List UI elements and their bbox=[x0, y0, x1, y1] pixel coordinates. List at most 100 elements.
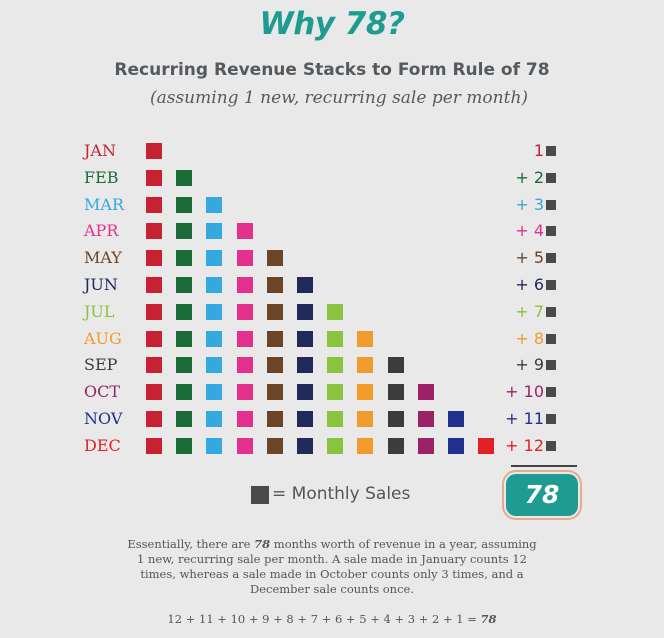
sale-square bbox=[478, 437, 495, 454]
sale-square bbox=[146, 303, 162, 320]
count-square-icon bbox=[546, 280, 556, 290]
count-square-icon bbox=[546, 172, 556, 183]
sale-square bbox=[266, 330, 283, 347]
sale-square bbox=[146, 169, 162, 186]
count-square-icon bbox=[546, 440, 556, 451]
total-divider bbox=[511, 465, 577, 467]
month-count-oct: + 10 bbox=[505, 382, 544, 402]
count-square-icon bbox=[546, 226, 556, 237]
assumption-note: (assuming 1 new, recurring sale per mont… bbox=[149, 88, 529, 108]
sale-square bbox=[236, 411, 253, 427]
sale-square bbox=[206, 330, 223, 347]
sale-square bbox=[146, 143, 162, 159]
month-count-apr: + 4 bbox=[515, 221, 544, 241]
count-square-icon bbox=[546, 414, 556, 424]
sale-square bbox=[236, 384, 253, 401]
sale-square bbox=[176, 437, 193, 454]
sale-square bbox=[327, 384, 344, 401]
sale-square bbox=[266, 411, 283, 427]
sale-square bbox=[206, 250, 223, 267]
explanation-after: months worth of revenue in a year, assum… bbox=[137, 537, 537, 596]
sale-square bbox=[417, 384, 434, 401]
month-count-jul: + 7 bbox=[515, 301, 544, 321]
total-badge: 78 bbox=[506, 474, 578, 516]
month-label-apr: APR bbox=[84, 221, 119, 241]
sale-square bbox=[176, 357, 193, 374]
sale-square bbox=[206, 223, 223, 240]
sale-square bbox=[146, 411, 162, 427]
sale-square bbox=[266, 437, 283, 454]
sale-square bbox=[417, 437, 434, 454]
sale-square bbox=[146, 437, 162, 454]
sale-square bbox=[357, 437, 374, 454]
month-label-feb: FEB bbox=[84, 167, 119, 187]
sale-square bbox=[297, 437, 313, 454]
month-label-nov: NOV bbox=[84, 409, 123, 428]
sale-square bbox=[297, 384, 313, 401]
count-square-icon bbox=[546, 387, 556, 398]
month-label-aug: AUG bbox=[84, 328, 122, 348]
sale-square bbox=[146, 357, 162, 374]
sale-square bbox=[206, 437, 223, 454]
sale-square bbox=[236, 330, 253, 347]
explanation-before: Essentially, there are bbox=[127, 537, 255, 551]
month-count-feb: + 2 bbox=[515, 167, 544, 187]
month-count-mar: + 3 bbox=[515, 194, 544, 214]
equation-result: 78 bbox=[480, 612, 497, 626]
sale-square bbox=[387, 384, 404, 401]
sale-square bbox=[146, 384, 162, 401]
sale-square bbox=[357, 330, 374, 347]
sale-square bbox=[206, 384, 223, 401]
legend-square-icon bbox=[251, 486, 269, 504]
count-square-icon bbox=[546, 306, 556, 317]
sale-square bbox=[327, 303, 344, 320]
sale-square bbox=[266, 303, 283, 320]
sale-square bbox=[357, 411, 374, 427]
sale-square bbox=[176, 277, 193, 293]
sale-square bbox=[176, 223, 193, 240]
sale-square bbox=[176, 303, 193, 320]
month-label-mar: MAR bbox=[84, 194, 124, 214]
sale-square bbox=[357, 384, 374, 401]
sale-square bbox=[266, 384, 283, 401]
month-label-jan: JAN bbox=[84, 141, 116, 160]
sale-square bbox=[266, 357, 283, 374]
sale-square bbox=[206, 196, 223, 213]
month-label-jun: JUN bbox=[84, 275, 118, 294]
month-count-dec: + 12 bbox=[505, 435, 544, 455]
sale-square bbox=[448, 437, 464, 454]
sale-square bbox=[206, 277, 223, 293]
sale-square bbox=[417, 411, 434, 427]
page-subtitle: Recurring Revenue Stacks to Form Rule of… bbox=[114, 60, 550, 80]
sale-square bbox=[176, 411, 193, 427]
sale-square bbox=[176, 169, 193, 186]
sale-square bbox=[357, 357, 374, 374]
sale-square bbox=[176, 250, 193, 267]
sale-square bbox=[206, 303, 223, 320]
sale-square bbox=[176, 196, 193, 213]
count-square-icon bbox=[546, 199, 556, 210]
sale-square bbox=[206, 411, 223, 427]
sale-square bbox=[236, 357, 253, 374]
sum-equation: 12 + 11 + 10 + 9 + 8 + 7 + 6 + 5 + 4 + 3… bbox=[0, 612, 664, 626]
sale-square bbox=[146, 223, 162, 240]
explanation-text: Essentially, there are 78 months worth o… bbox=[124, 537, 540, 597]
count-square-icon bbox=[546, 146, 556, 156]
sale-square bbox=[236, 303, 253, 320]
sale-square bbox=[387, 411, 404, 427]
month-count-jun: + 6 bbox=[515, 275, 544, 294]
sale-square bbox=[327, 411, 344, 427]
sale-square bbox=[146, 277, 162, 293]
sale-square bbox=[266, 250, 283, 267]
explanation-number: 78 bbox=[254, 537, 271, 551]
sale-square bbox=[146, 196, 162, 213]
sale-square bbox=[236, 250, 253, 267]
sale-square bbox=[176, 384, 193, 401]
month-label-oct: OCT bbox=[84, 382, 121, 402]
month-label-jul: JUL bbox=[84, 301, 115, 321]
sale-square bbox=[297, 303, 313, 320]
sale-square bbox=[327, 437, 344, 454]
count-square-icon bbox=[546, 360, 556, 371]
legend-label: = Monthly Sales bbox=[272, 484, 411, 504]
month-label-may: MAY bbox=[84, 248, 122, 268]
